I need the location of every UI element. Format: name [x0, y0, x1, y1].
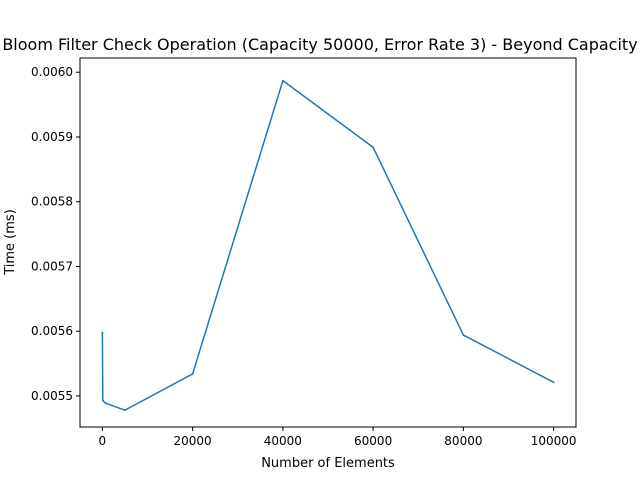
series-layer: [101, 79, 555, 412]
data-point: [103, 401, 106, 404]
chart-title: Bloom Filter Check Operation (Capacity 5…: [2, 35, 637, 54]
y-tick-label: 0.0056: [31, 324, 73, 338]
series-line: [101, 79, 555, 411]
y-tick-label: 0.0055: [31, 389, 73, 403]
data-point: [281, 79, 284, 82]
x-tick-label: 0: [99, 434, 107, 448]
x-tick-label: 80000: [444, 434, 482, 448]
x-axis-label: Number of Elements: [261, 456, 395, 471]
x-tick-label: 40000: [264, 434, 302, 448]
y-tick-label: 0.0059: [31, 130, 73, 144]
x-tick-label: 100000: [531, 434, 577, 448]
data-point: [124, 409, 126, 412]
y-axis-label: Time (ms): [3, 209, 18, 276]
data-point: [462, 334, 465, 336]
y-tick-label: 0.0057: [31, 259, 73, 273]
x-axis: 0 20000 40000 60000 80000 100000: [99, 427, 577, 448]
x-tick-label: 20000: [174, 434, 212, 448]
data-point: [105, 402, 108, 405]
data-point: [101, 399, 104, 402]
y-tick-label: 0.0060: [31, 65, 73, 79]
data-point: [191, 373, 194, 375]
data-point: [101, 331, 104, 334]
axes-frame: [79, 57, 577, 428]
y-tick-label: 0.0058: [31, 195, 73, 209]
plot-area: [79, 57, 577, 428]
y-axis: 0.0055 0.0056 0.0057 0.0058 0.0059 0.0060: [31, 65, 80, 403]
data-point: [552, 381, 555, 384]
data-point: [372, 146, 375, 149]
x-tick-label: 60000: [354, 434, 392, 448]
